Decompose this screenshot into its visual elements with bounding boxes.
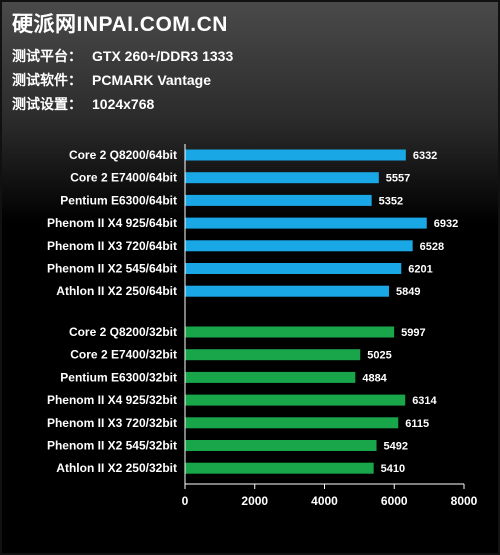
category-label: Phenom II X3 720/32bit <box>47 416 177 430</box>
category-label: Phenom II X2 545/64bit <box>47 262 177 276</box>
site-title: 硬派网INPAI.COM.CN <box>12 13 228 36</box>
x-tick-label: 2000 <box>241 494 268 508</box>
bar <box>185 194 372 206</box>
bar <box>185 172 379 184</box>
category-label: Pentium E6300/32bit <box>60 370 177 384</box>
bar <box>185 326 395 338</box>
value-label: 5025 <box>367 350 391 362</box>
category-label: Phenom II X4 925/32bit <box>47 393 177 407</box>
value-label: 6932 <box>434 218 458 230</box>
x-tick-label: 4000 <box>311 494 338 508</box>
info-key-platform: 测试平台： <box>12 48 82 64</box>
category-label: Core 2 E7400/32bit <box>70 348 177 362</box>
bar <box>185 149 406 161</box>
x-tick-label: 8000 <box>451 494 478 508</box>
bar <box>185 240 413 252</box>
value-label: 4884 <box>362 372 387 384</box>
bar <box>185 394 406 406</box>
bar <box>185 440 377 451</box>
info-row-software: 测试软件： PCMARK Vantage <box>12 70 211 90</box>
value-label: 5557 <box>386 173 410 185</box>
bar <box>185 285 389 297</box>
info-row-settings: 测试设置： 1024x768 <box>12 94 154 114</box>
category-label: Athlon II X2 250/64bit <box>56 284 177 298</box>
info-row-platform: 测试平台： GTX 260+/DDR3 1333 <box>12 46 233 66</box>
category-label: Phenom II X2 545/32bit <box>47 439 177 453</box>
category-label: Core 2 Q8200/64bit <box>69 148 177 162</box>
info-value-software: PCMARK Vantage <box>92 72 212 88</box>
x-tick-label: 0 <box>182 494 189 508</box>
value-label: 6115 <box>405 418 429 430</box>
category-label: Pentium E6300/64bit <box>60 193 177 207</box>
category-label: Athlon II X2 250/32bit <box>56 461 177 475</box>
value-label: 5352 <box>379 195 403 207</box>
value-label: 6201 <box>408 264 432 276</box>
value-label: 5997 <box>401 327 425 339</box>
bar <box>185 371 356 383</box>
bar <box>185 263 402 274</box>
bar <box>185 417 399 429</box>
value-label: 5410 <box>381 463 405 475</box>
x-tick-label: 6000 <box>381 494 408 508</box>
value-label: 6528 <box>420 241 444 253</box>
bar <box>185 349 361 361</box>
value-label: 6314 <box>412 395 437 407</box>
bar <box>185 462 374 474</box>
value-label: 6332 <box>413 150 437 162</box>
category-label: Core 2 Q8200/32bit <box>69 325 177 339</box>
info-value-platform: GTX 260+/DDR3 1333 <box>92 48 234 64</box>
category-label: Phenom II X4 925/64bit <box>47 216 177 230</box>
category-label: Phenom II X3 720/64bit <box>47 239 177 253</box>
info-key-software: 测试软件： <box>12 72 82 88</box>
info-value-settings: 1024x768 <box>92 96 155 112</box>
info-key-settings: 测试设置： <box>12 96 82 112</box>
value-label: 5492 <box>384 441 408 453</box>
category-label: Core 2 E7400/64bit <box>70 171 177 185</box>
value-label: 5849 <box>396 286 420 298</box>
bar <box>185 217 427 229</box>
